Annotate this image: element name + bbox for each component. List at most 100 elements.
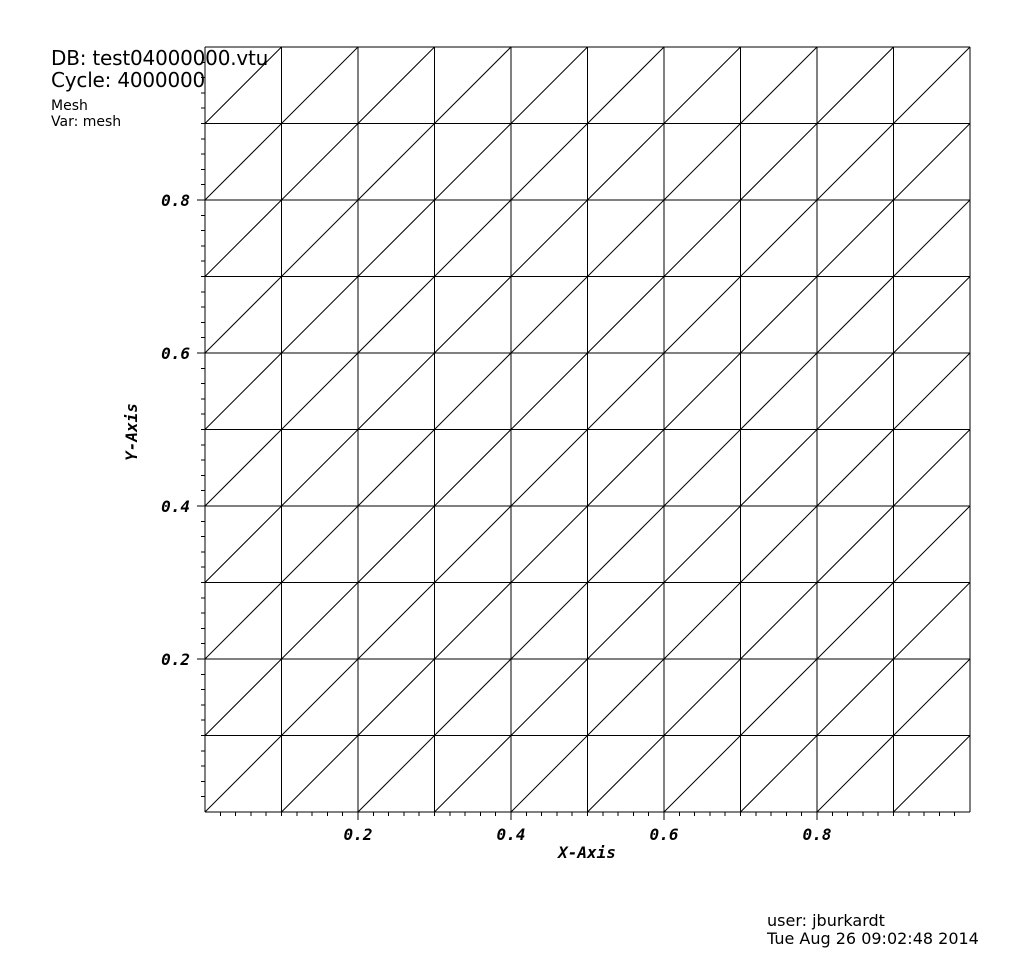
- mesh-diagonal-edge: [893, 735, 971, 813]
- mesh-diagonal-edge: [281, 199, 359, 277]
- mesh-diagonal-edge: [740, 46, 818, 124]
- mesh-diagonal-edge: [510, 505, 588, 583]
- mesh-diagonal-edge: [204, 582, 282, 660]
- mesh-diagonal-edge: [587, 505, 665, 583]
- user-label: user: jburkardt: [767, 911, 885, 930]
- mesh-diagonal-edge: [510, 582, 588, 660]
- x-tick-label: 0.8: [803, 825, 832, 844]
- mesh-diagonal-edge: [740, 123, 818, 201]
- mesh-diagonal-edge: [663, 658, 741, 736]
- mesh-diagonal-edge: [740, 735, 818, 813]
- x-tick-label: 0.2: [344, 825, 373, 844]
- mesh-diagonal-edge: [816, 429, 894, 507]
- mesh-diagonal-edge: [510, 46, 588, 124]
- mesh-diagonal-edge: [740, 429, 818, 507]
- mesh-diagonal-edge: [663, 505, 741, 583]
- x-tick-label: 0.6: [650, 825, 679, 844]
- var-label: Var: mesh: [51, 114, 122, 130]
- mesh-diagonal-edge: [816, 505, 894, 583]
- y-tick-label: 0.2: [161, 650, 190, 669]
- mesh-diagonal-edge: [816, 46, 894, 124]
- mesh-diagonal-edge: [893, 123, 971, 201]
- mesh-lines: [204, 46, 971, 813]
- mesh-diagonal-edge: [663, 123, 741, 201]
- mesh-diagonal-edge: [816, 582, 894, 660]
- x-tick-label: 0.4: [497, 825, 526, 844]
- cycle-label: Cycle: 4000000: [51, 68, 206, 92]
- mesh-diagonal-edge: [204, 505, 282, 583]
- mesh-diagonal-edge: [816, 735, 894, 813]
- mesh-diagonal-edge: [587, 123, 665, 201]
- mesh-diagonal-edge: [893, 46, 971, 124]
- mesh-diagonal-edge: [740, 658, 818, 736]
- mesh-diagonal-edge: [434, 505, 512, 583]
- mesh-diagonal-edge: [281, 352, 359, 430]
- mesh-diagonal-edge: [587, 582, 665, 660]
- mesh-diagonal-edge: [587, 276, 665, 354]
- mesh-diagonal-edge: [357, 352, 435, 430]
- mesh-diagonal-edge: [816, 199, 894, 277]
- mesh-diagonal-edge: [434, 658, 512, 736]
- y-axis-title: Y-Axis: [122, 403, 141, 461]
- mesh-diagonal-edge: [357, 276, 435, 354]
- mesh-diagonal-edge: [357, 199, 435, 277]
- tick-labels: 0.2 0.4 0.6 0.8 0.2 0.4 0.6 0.8: [161, 191, 831, 844]
- mesh-diagonal-edge: [663, 429, 741, 507]
- date-label: Tue Aug 26 09:02:48 2014: [767, 929, 979, 948]
- mesh-diagonal-edge: [510, 352, 588, 430]
- mesh-diagonal-edge: [510, 123, 588, 201]
- mesh-diagonal-edge: [587, 735, 665, 813]
- mesh-diagonal-edge: [357, 46, 435, 124]
- mesh-diagonal-edge: [434, 582, 512, 660]
- y-tick-label: 0.4: [161, 497, 190, 516]
- mesh-diagonal-edge: [663, 352, 741, 430]
- mesh-diagonal-edge: [357, 505, 435, 583]
- mesh-diagonal-edge: [281, 505, 359, 583]
- mesh-diagonal-edge: [204, 658, 282, 736]
- mesh-diagonal-edge: [510, 735, 588, 813]
- mesh-diagonal-edge: [740, 199, 818, 277]
- plot-name-label: Mesh: [51, 98, 88, 114]
- mesh-diagonal-edge: [281, 735, 359, 813]
- x-axis-title: X-Axis: [556, 843, 616, 862]
- mesh-diagonal-edge: [816, 658, 894, 736]
- mesh-diagonal-edge: [587, 352, 665, 430]
- mesh-diagonal-edge: [357, 658, 435, 736]
- y-tick-label: 0.6: [161, 344, 190, 363]
- mesh-diagonal-edge: [587, 429, 665, 507]
- mesh-diagonal-edge: [281, 123, 359, 201]
- mesh-diagonal-edge: [510, 199, 588, 277]
- mesh-diagonal-edge: [434, 199, 512, 277]
- mesh-diagonal-edge: [893, 582, 971, 660]
- y-tick-label: 0.8: [161, 191, 190, 210]
- mesh-diagonal-edge: [357, 735, 435, 813]
- minor-ticks: [197, 61, 956, 820]
- mesh-diagonal-edge: [740, 505, 818, 583]
- mesh-diagonal-edge: [281, 276, 359, 354]
- mesh-diagonal-edge: [816, 276, 894, 354]
- mesh-diagonal-edge: [893, 199, 971, 277]
- mesh-diagonal-edge: [204, 735, 282, 813]
- mesh-diagonal-edge: [663, 276, 741, 354]
- mesh-diagonal-edge: [357, 123, 435, 201]
- mesh-diagonal-edge: [740, 352, 818, 430]
- mesh-diagonal-edge: [281, 429, 359, 507]
- mesh-diagonal-edge: [204, 123, 282, 201]
- mesh-diagonal-edge: [357, 582, 435, 660]
- mesh-diagonal-edge: [434, 123, 512, 201]
- mesh-diagonal-edge: [357, 429, 435, 507]
- mesh-diagonal-edge: [587, 199, 665, 277]
- mesh-diagonal-edge: [434, 352, 512, 430]
- mesh-diagonal-edge: [434, 735, 512, 813]
- mesh-diagonal-edge: [510, 429, 588, 507]
- mesh-diagonal-edge: [204, 46, 282, 124]
- mesh-diagonal-edge: [434, 429, 512, 507]
- mesh-diagonal-edge: [204, 199, 282, 277]
- mesh-diagonal-edge: [434, 276, 512, 354]
- mesh-diagonal-edge: [663, 735, 741, 813]
- mesh-diagonal-edge: [587, 658, 665, 736]
- mesh-diagonal-edge: [816, 123, 894, 201]
- mesh-diagonal-edge: [281, 658, 359, 736]
- mesh-diagonal-edge: [434, 46, 512, 124]
